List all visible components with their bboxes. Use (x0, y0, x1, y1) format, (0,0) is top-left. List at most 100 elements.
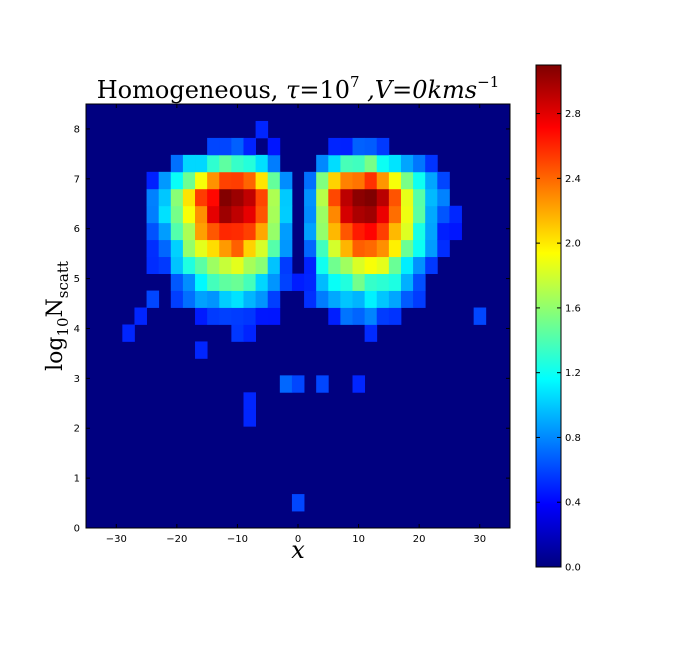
heatmap-cell (291, 494, 305, 512)
x-tick-label: −20 (166, 534, 187, 545)
heatmap-cell (376, 290, 390, 308)
heatmap-cell (376, 188, 390, 207)
heatmap-cell (340, 290, 353, 308)
heatmap-cell (182, 222, 196, 241)
heatmap-cell (304, 239, 317, 258)
heatmap-cell (328, 290, 341, 308)
heatmap-cell (437, 239, 450, 258)
heatmap-cell (376, 273, 390, 291)
heatmap-cell (425, 171, 438, 190)
heatmap-cell (340, 205, 353, 224)
heatmap-cell (425, 154, 438, 173)
heatmap-cell (243, 205, 256, 224)
heatmap-cell (170, 171, 184, 190)
heatmap-cell (425, 222, 438, 241)
heatmap-cell (376, 137, 390, 156)
heatmap-cell (231, 273, 244, 291)
heatmap-cell (219, 205, 232, 224)
heatmap-cell (376, 239, 390, 258)
heatmap-cell (195, 171, 208, 190)
heatmap-cell (267, 137, 281, 156)
heatmap-cell (219, 154, 232, 173)
heatmap-cell (182, 154, 196, 173)
colorbar-tick-label: 2.4 (565, 174, 581, 185)
heatmap-cell (195, 239, 208, 258)
heatmap-cell (328, 188, 341, 207)
heatmap-cell (413, 290, 426, 308)
colorbar-tick-label: 1.6 (565, 303, 581, 314)
heatmap-cell (158, 239, 172, 258)
heatmap-cell (352, 154, 366, 173)
heatmap-cell (364, 137, 378, 156)
colorbar-tick-label: 0.0 (565, 563, 581, 574)
heatmap-cell (352, 171, 366, 190)
heatmap-cell (243, 324, 256, 342)
heatmap-cell (255, 171, 269, 190)
heatmap-cell (352, 375, 366, 393)
heatmap-cell (352, 239, 366, 258)
heatmap-background (86, 104, 510, 528)
heatmap-cell (158, 205, 172, 224)
heatmap-cell (316, 256, 329, 274)
heatmap-cell (146, 222, 160, 241)
heatmap-cell (376, 154, 390, 173)
heatmap-cell (170, 222, 184, 241)
heatmap-cell (400, 222, 414, 241)
heatmap-cell (267, 239, 281, 258)
heatmap-cells (86, 104, 510, 528)
y-tick-label: 7 (74, 174, 80, 185)
x-axis-label: x (291, 536, 305, 564)
heatmap-cell (340, 171, 353, 190)
heatmap-cell (267, 222, 281, 241)
heatmap-cell (231, 171, 244, 190)
heatmap-cell (364, 307, 378, 325)
heatmap-cell (231, 307, 244, 325)
heatmap-cell (279, 375, 293, 393)
x-axis-ticks: −30 −20 −10 0 10 20 30 (106, 104, 486, 545)
y-tick-label: 0 (74, 524, 80, 535)
heatmap-cell (219, 137, 232, 156)
heatmap-cell (279, 239, 293, 258)
heatmap-cell (255, 120, 269, 139)
heatmap-cell (400, 188, 414, 207)
heatmap-cell (425, 205, 438, 224)
heatmap-cell (340, 273, 353, 291)
heatmap-cell (304, 273, 317, 291)
heatmap-cell (170, 239, 184, 258)
title-tau-eq: =10 (299, 76, 350, 104)
heatmap-cell (388, 205, 402, 224)
heatmap-cell (231, 256, 244, 274)
heatmap-cell (170, 205, 184, 224)
heatmap-cell (364, 239, 378, 258)
title-tau-exp: 7 (350, 73, 360, 91)
heatmap-cell (219, 307, 232, 325)
heatmap-cell (243, 239, 256, 258)
heatmap-cell (146, 205, 160, 224)
heatmap-cell (146, 171, 160, 190)
y-label-log: log (43, 337, 68, 371)
heatmap-cell (352, 188, 366, 207)
heatmap-cell (267, 307, 281, 325)
heatmap-cell (364, 324, 378, 342)
heatmap-cell (352, 273, 366, 291)
y-label-var-sub: scatt (54, 261, 72, 298)
heatmap-cell (400, 290, 414, 308)
heatmap-cell (255, 188, 269, 207)
heatmap-cell (195, 273, 208, 291)
x-tick-label: −10 (227, 534, 248, 545)
y-axis-label: log10Nscatt (43, 261, 72, 371)
heatmap-cell (437, 188, 450, 207)
heatmap-cell (473, 307, 487, 325)
heatmap-cell (267, 273, 281, 291)
colorbar (535, 64, 562, 568)
heatmap-cell (146, 188, 160, 207)
heatmap-cell (388, 239, 402, 258)
heatmap-cell (388, 307, 402, 325)
heatmap-cell (316, 171, 329, 190)
heatmap-cell (340, 222, 353, 241)
heatmap-cell (207, 222, 220, 241)
heatmap-cell (376, 222, 390, 241)
x-tick-label: 20 (413, 534, 426, 545)
heatmap-cell (304, 171, 317, 190)
y-axis-ticks: 0 1 2 3 4 5 6 7 8 (74, 124, 510, 535)
